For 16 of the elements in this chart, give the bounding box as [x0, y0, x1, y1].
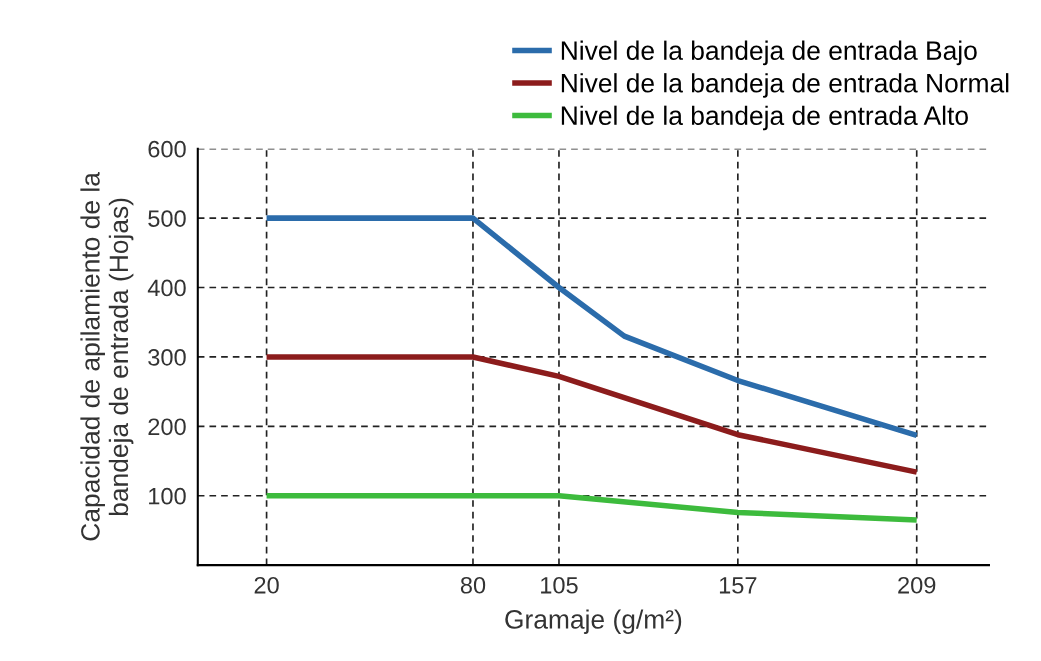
- y-tick-label: 500: [148, 210, 186, 227]
- legend-label: Nivel de la bandeja de entrada Normal: [561, 73, 1009, 98]
- legend-label: Nivel de la bandeja de entrada Alto: [561, 105, 968, 131]
- x-tick-label: 80: [460, 576, 486, 594]
- x-tick-label: 20: [254, 576, 279, 594]
- y-axis-title: Capacidad de apilamiento de la bandeja de entrada (Hojas): [80, 172, 134, 541]
- y-tick-label: 600: [148, 140, 186, 158]
- legend-label: Nivel de la bandeja de entrada Bajo: [561, 40, 977, 66]
- y-tick-label: 300: [148, 349, 186, 366]
- x-tick-label: 209: [898, 576, 936, 594]
- y-tick-label: 100: [149, 487, 186, 505]
- x-tick-label: 105: [541, 576, 578, 594]
- x-axis-title: Gramaje (g/m²): [505, 609, 682, 634]
- y-tick-label: 400: [147, 279, 186, 297]
- x-tick-label: 157: [719, 577, 757, 594]
- y-tick-label: 200: [148, 418, 186, 436]
